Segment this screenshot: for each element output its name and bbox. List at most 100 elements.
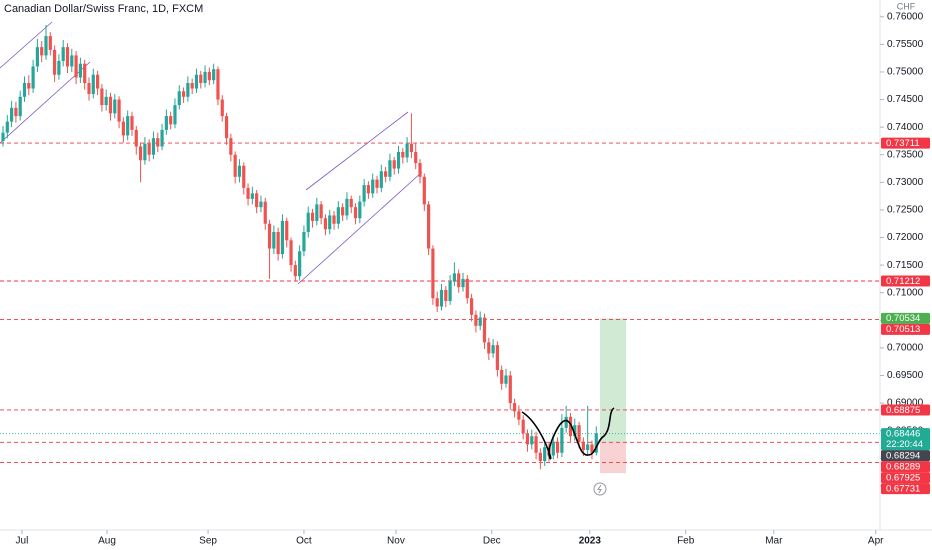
candle-body (190, 82, 194, 89)
candle-body (345, 198, 349, 216)
candle-body (121, 121, 125, 136)
candle-body (57, 60, 61, 75)
candle-body (581, 441, 585, 450)
candle-body (310, 212, 315, 221)
x-tick-label: Nov (387, 536, 405, 547)
candle-body (586, 444, 590, 450)
price-tag-label: 0.67925 (886, 472, 920, 483)
countdown-label: 22:20:44 (886, 439, 923, 450)
candle-body (452, 273, 457, 282)
candle-body (276, 231, 280, 255)
candle-body (396, 151, 401, 169)
candle-body (267, 223, 272, 249)
axes: 0.675000.680000.685000.690000.695000.700… (16, 11, 924, 546)
candle-body (439, 289, 444, 307)
candle-body (237, 165, 242, 177)
event-icon[interactable] (593, 482, 607, 496)
candle-body (487, 342, 491, 354)
candle-body (341, 207, 345, 216)
candle-body (521, 419, 525, 434)
candle-body (422, 176, 426, 205)
candle-body (134, 129, 138, 147)
x-tick-label: Mar (765, 536, 783, 547)
candle-body (594, 433, 598, 453)
candle-body (435, 298, 439, 307)
x-tick-label: Aug (98, 536, 116, 547)
candle-body (186, 82, 190, 97)
candle-body (126, 116, 130, 136)
channel-line (0, 21, 53, 69)
channel-line (297, 171, 423, 285)
candle-body (194, 74, 199, 89)
candle-body (371, 179, 375, 194)
profit-zone (600, 318, 626, 443)
candle-body (573, 425, 577, 437)
y-tick-label: 0.75000 (887, 67, 924, 78)
candle-body (534, 436, 538, 453)
candle-body (70, 55, 74, 67)
candle-body (156, 138, 160, 147)
price-tag (881, 472, 930, 484)
candle-body (590, 444, 594, 453)
candle-body (143, 143, 147, 161)
x-tick-label: Apr (868, 536, 884, 547)
y-tick-label: 0.73500 (887, 149, 924, 160)
candle-body (392, 160, 396, 169)
price-tag-label: 0.70534 (886, 313, 920, 324)
candle-body (14, 107, 18, 117)
candle-body (18, 96, 22, 117)
candle-body (160, 129, 164, 147)
x-tick-label: Jul (16, 536, 29, 547)
candle-body (203, 71, 207, 83)
candle-body (577, 425, 581, 442)
candle-body (457, 273, 461, 288)
price-tag (881, 137, 930, 149)
candle-body (465, 278, 469, 299)
candle-body (44, 36, 48, 56)
candle-body (517, 411, 521, 420)
candle-body (332, 215, 336, 224)
candle-body (530, 436, 534, 445)
candle-body (560, 427, 564, 453)
candle-body (40, 47, 44, 56)
price-tag (881, 312, 930, 324)
candle-body (22, 82, 27, 97)
y-tick-label: 0.76000 (887, 11, 924, 22)
candle-body (242, 165, 246, 188)
candle-body (138, 146, 143, 161)
y-tick-label: 0.71500 (887, 260, 924, 271)
candle-body (504, 375, 508, 384)
candle-body (362, 185, 366, 202)
hand-drawn-pattern (521, 407, 615, 460)
candle-body (259, 201, 263, 208)
candle-body (285, 220, 289, 241)
y-tick-label: 0.74000 (887, 122, 924, 133)
candle-body (207, 71, 211, 81)
y-tick-label: 0.73000 (887, 177, 924, 188)
candle-body (444, 289, 448, 301)
candle-body (65, 47, 70, 67)
candle-body (491, 345, 495, 354)
candle-body (61, 47, 65, 61)
candle-body (564, 416, 568, 428)
candle-body (525, 433, 530, 445)
candle-body (461, 278, 465, 288)
x-tick-label: Feb (677, 536, 695, 547)
candle-body (353, 207, 358, 219)
candle-body (212, 69, 216, 81)
candle-body (108, 96, 113, 114)
candle-body (246, 187, 250, 199)
y-tick-label: 0.69000 (887, 398, 924, 409)
price-tag-label: 0.68446 (886, 428, 920, 439)
candle-body (151, 138, 156, 155)
x-tick-label: Dec (483, 536, 501, 547)
candle-body (10, 107, 14, 122)
candle-body (233, 154, 237, 177)
candle-body (448, 281, 452, 301)
candle-body (328, 215, 332, 230)
candle-body (27, 82, 31, 89)
candle-body (379, 171, 383, 188)
candle-body (319, 204, 323, 219)
